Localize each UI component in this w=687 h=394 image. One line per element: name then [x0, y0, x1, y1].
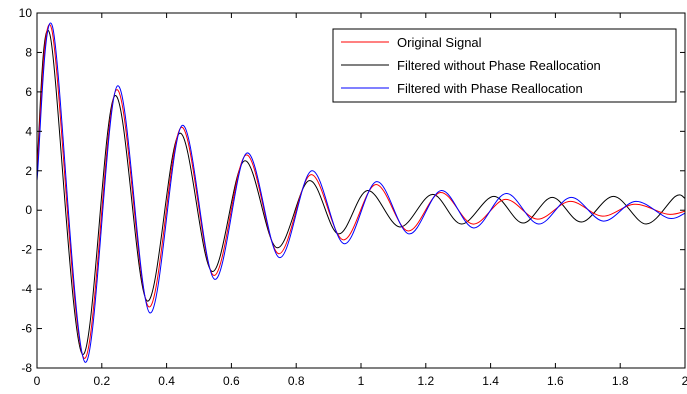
x-tick-label: 0.6: [223, 374, 240, 388]
x-tick-label: 0.4: [158, 374, 175, 388]
legend-label: Filtered without Phase Reallocation: [397, 58, 601, 73]
x-tick-label: 0.8: [288, 374, 305, 388]
y-tick-label: 2: [25, 164, 32, 178]
y-tick-label: -2: [21, 243, 32, 257]
y-tick-label: 6: [25, 85, 32, 99]
x-tick-label: 2: [682, 374, 687, 388]
y-tick-label: -4: [21, 282, 32, 296]
x-tick-label: 0.2: [93, 374, 110, 388]
x-tick-label: 1.8: [612, 374, 629, 388]
y-tick-label: -8: [21, 361, 32, 375]
series-layer: [37, 22, 685, 363]
y-tick-label: 4: [25, 124, 32, 138]
legend: Original Signal Filtered without Phase Re…: [332, 28, 677, 103]
x-axis: 0 0.2 0.4 0.6 0.8 1 1.2 1.4 1.6 1.8 2: [34, 13, 687, 388]
series-line-filtered-with-phase-reallocation: [37, 22, 685, 363]
y-tick-label: 8: [25, 45, 32, 59]
y-tick-label: 10: [19, 6, 33, 20]
y-tick-label: -6: [21, 322, 32, 336]
legend-box: [332, 28, 677, 103]
x-tick-label: 1: [358, 374, 365, 388]
x-tick-label: 1.4: [482, 374, 499, 388]
x-tick-label: 0: [34, 374, 41, 388]
y-axis: -8 -6 -4 -2 0 2 4 6 8 10: [19, 6, 685, 375]
x-tick-label: 1.2: [417, 374, 434, 388]
y-tick-label: 0: [25, 203, 32, 217]
series-line-original-signal: [37, 24, 685, 359]
series-line-filtered-without-phase-reallocation: [37, 30, 685, 355]
legend-label: Filtered with Phase Reallocation: [397, 81, 583, 96]
x-tick-label: 1.6: [547, 374, 564, 388]
legend-label: Original Signal: [397, 35, 482, 50]
